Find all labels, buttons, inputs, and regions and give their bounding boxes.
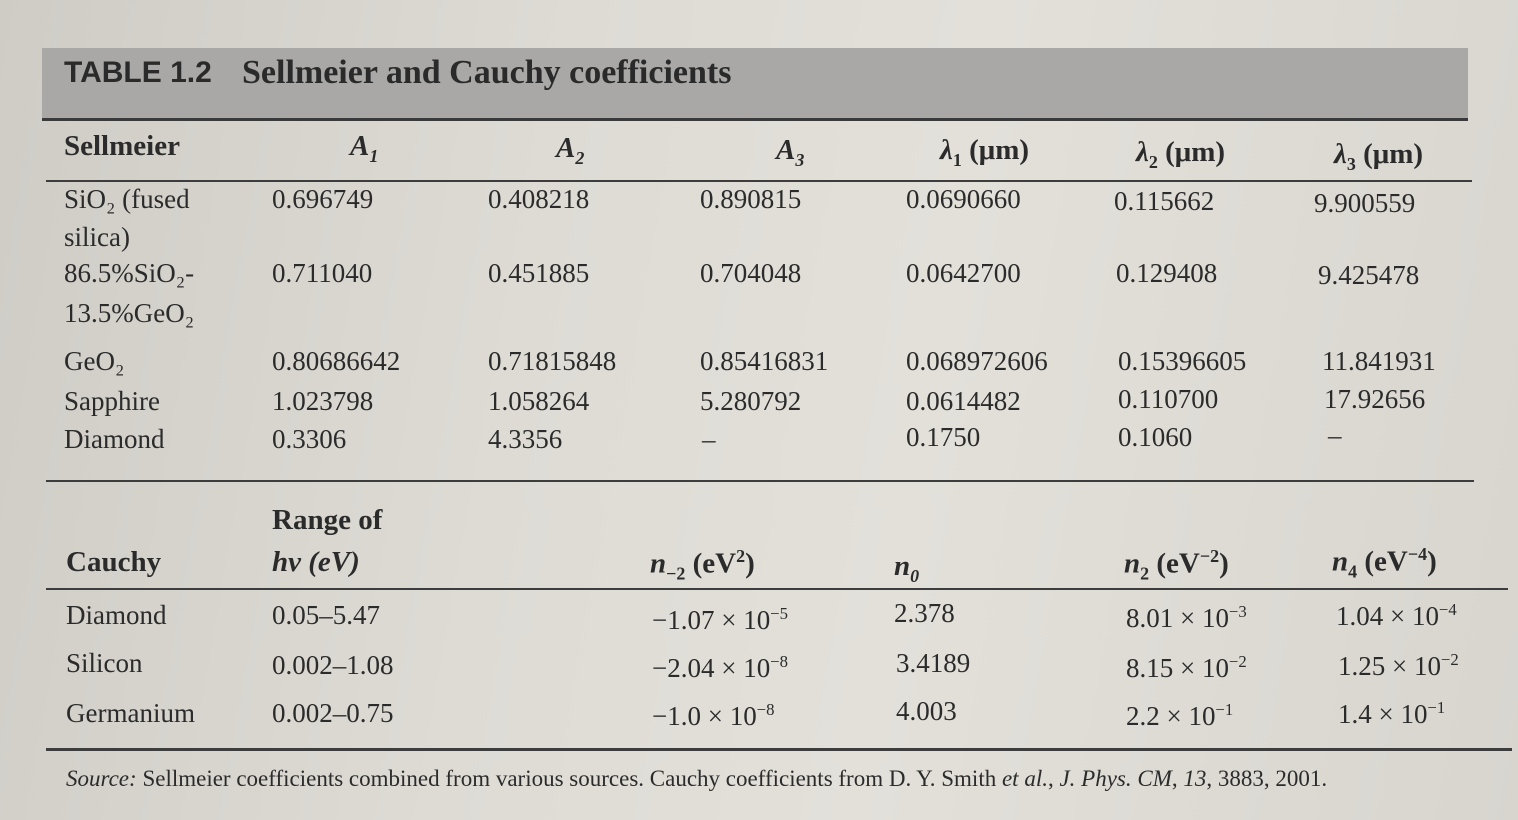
header-range-line1: Range of	[272, 504, 383, 536]
cell-a1: 0.80686642	[272, 346, 401, 376]
cell-l2: 0.110700	[1118, 384, 1219, 414]
header-lambda3: λ3 (μm)	[1334, 138, 1424, 174]
cell-range: 0.05–5.47	[272, 600, 380, 630]
cell-a2: 4.3356	[488, 424, 563, 454]
cell-a3: 0.704048	[700, 258, 802, 288]
cell-n0: 3.4189	[896, 648, 971, 678]
cell-l1: 0.0690660	[906, 184, 1021, 214]
header-a2: A2	[556, 132, 585, 168]
cell-l3: 9.425478	[1318, 260, 1420, 290]
header-n2: n2 (eV−2)	[1124, 546, 1229, 584]
header-a1: A1	[350, 130, 379, 166]
cell-n-minus2: −1.07 × 10−5	[652, 604, 789, 635]
section-divider	[46, 480, 1474, 482]
cell-l2: 0.15396605	[1118, 346, 1247, 376]
cell-n2: 2.2 × 10−1	[1126, 700, 1234, 731]
cell-n2: 8.15 × 10−2	[1126, 652, 1247, 683]
row-name-line1: SiO₂ (fused	[64, 184, 190, 214]
row-name: Germanium	[66, 698, 195, 728]
sellmeier-header-rule	[46, 180, 1472, 182]
cell-a3: –	[702, 424, 716, 454]
row-name-line2: silica)	[64, 222, 130, 252]
table-title: Sellmeier and Cauchy coefficients	[242, 54, 732, 91]
row-name: Diamond	[66, 600, 167, 630]
cell-a3: 0.85416831	[700, 346, 829, 376]
cell-l3: 9.900559	[1314, 188, 1416, 218]
cell-n4: 1.4 × 10−1	[1338, 698, 1446, 729]
cell-a2: 0.408218	[488, 184, 590, 214]
cell-a1: 0.711040	[272, 258, 373, 288]
cell-l3: –	[1328, 420, 1342, 450]
cell-n-minus2: −1.0 × 10−8	[652, 700, 775, 731]
table-label: TABLE 1.2	[64, 56, 212, 89]
header-lambda1: λ1 (μm)	[940, 134, 1030, 170]
cell-n2: 8.01 × 10−3	[1126, 602, 1247, 633]
cell-n0: 4.003	[896, 696, 957, 726]
cell-a2: 0.71815848	[488, 346, 617, 376]
source-note: Source: Sellmeier coefficients combined …	[66, 766, 1328, 791]
cell-l3: 11.841931	[1322, 346, 1436, 376]
cell-n4: 1.04 × 10−4	[1336, 600, 1457, 631]
cell-range: 0.002–0.75	[272, 698, 394, 728]
cell-l1: 0.068972606	[906, 346, 1048, 376]
cell-a3: 5.280792	[700, 386, 802, 416]
row-name-line2: 13.5%GeO₂	[64, 298, 195, 328]
cell-range: 0.002–1.08	[272, 650, 394, 680]
header-range-line2: hν (eV)	[272, 546, 360, 578]
cell-l1: 0.0614482	[906, 386, 1021, 416]
sellmeier-header: Sellmeier	[64, 130, 180, 162]
row-name-line1: 86.5%SiO₂-	[64, 258, 195, 288]
row-name: GeO₂	[64, 346, 125, 376]
cauchy-header-rule	[46, 588, 1508, 590]
cell-l3: 17.92656	[1324, 384, 1426, 414]
cell-a1: 0.3306	[272, 424, 347, 454]
header-lambda2: λ2 (μm)	[1136, 136, 1226, 172]
cell-a1: 1.023798	[272, 386, 374, 416]
header-n-minus2: n−2 (eV2)	[650, 546, 755, 584]
cell-a3: 0.890815	[700, 184, 802, 214]
cell-n0: 2.378	[894, 598, 955, 628]
header-a3: A3	[776, 134, 805, 170]
cell-n-minus2: −2.04 × 10−8	[652, 652, 789, 683]
cell-n4: 1.25 × 10−2	[1338, 650, 1459, 681]
cell-a2: 0.451885	[488, 258, 590, 288]
header-n0: n0	[894, 550, 920, 586]
row-name: Diamond	[64, 424, 165, 454]
cauchy-header: Cauchy	[66, 546, 162, 578]
row-name: Silicon	[66, 648, 143, 678]
cell-l1: 0.0642700	[906, 258, 1021, 288]
cell-l2: 0.115662	[1114, 186, 1215, 216]
table-bottom-rule	[46, 748, 1512, 751]
cell-l2: 0.1060	[1118, 422, 1193, 452]
row-name: Sapphire	[64, 386, 160, 416]
cell-l2: 0.129408	[1116, 258, 1218, 288]
header-n4: n4 (eV−4)	[1332, 544, 1437, 582]
cell-a1: 0.696749	[272, 184, 374, 214]
cell-a2: 1.058264	[488, 386, 590, 416]
cell-l1: 0.1750	[906, 422, 981, 452]
table-title-bar	[42, 48, 1468, 121]
